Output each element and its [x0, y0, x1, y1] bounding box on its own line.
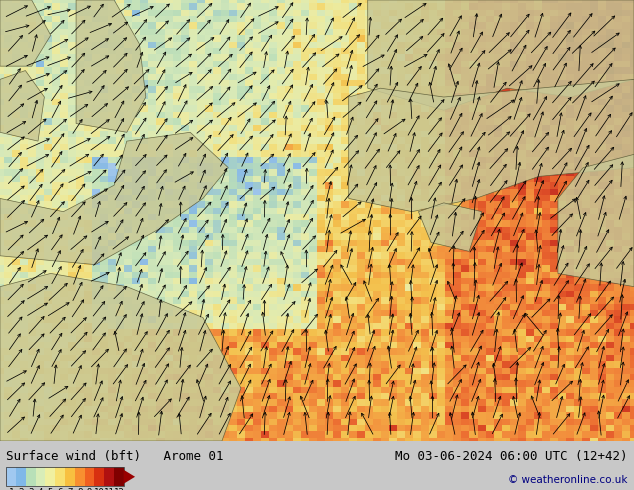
Polygon shape [558, 154, 634, 287]
Polygon shape [124, 470, 135, 484]
Text: 5: 5 [48, 488, 53, 490]
Bar [104, 467, 114, 486]
Text: Surface wind (bft)   Arome 01: Surface wind (bft) Arome 01 [6, 450, 224, 463]
Bar [16, 467, 26, 486]
Polygon shape [0, 132, 228, 265]
Text: 11: 11 [103, 488, 114, 490]
Bar [65, 467, 75, 486]
Polygon shape [349, 79, 634, 212]
Text: 9: 9 [87, 488, 92, 490]
Bar [75, 467, 84, 486]
Bar [114, 467, 124, 486]
Polygon shape [76, 0, 146, 132]
Polygon shape [0, 273, 241, 441]
Text: © weatheronline.co.uk: © weatheronline.co.uk [508, 475, 628, 485]
Text: Mo 03-06-2024 06:00 UTC (12+42): Mo 03-06-2024 06:00 UTC (12+42) [395, 450, 628, 463]
Text: 2: 2 [18, 488, 23, 490]
Text: 3: 3 [28, 488, 34, 490]
Polygon shape [368, 0, 634, 110]
Bar [26, 467, 36, 486]
Polygon shape [418, 203, 482, 251]
Text: 6: 6 [58, 488, 63, 490]
Text: 1: 1 [8, 488, 14, 490]
Bar [6, 467, 124, 486]
Text: 10: 10 [94, 488, 105, 490]
Text: 7: 7 [67, 488, 72, 490]
Bar [84, 467, 94, 486]
Bar [94, 467, 104, 486]
Text: 8: 8 [77, 488, 82, 490]
Text: 12: 12 [113, 488, 124, 490]
Text: 4: 4 [38, 488, 43, 490]
Bar [36, 467, 46, 486]
Bar [55, 467, 65, 486]
Bar [6, 467, 16, 486]
Bar [46, 467, 55, 486]
Polygon shape [0, 0, 51, 66]
Polygon shape [0, 71, 44, 141]
